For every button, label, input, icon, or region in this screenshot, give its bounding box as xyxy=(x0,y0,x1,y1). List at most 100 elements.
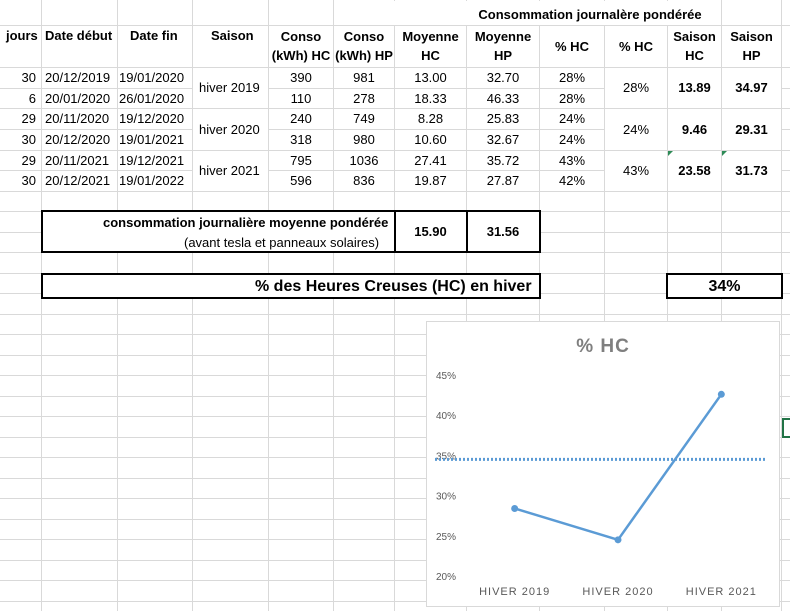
header-saison-hp-line1[interactable]: Saison xyxy=(730,29,773,44)
summary-hp-value: 31.56 xyxy=(486,224,520,239)
header-pct-hc[interactable]: % HC xyxy=(555,39,589,54)
cell-saison-hc[interactable]: 9.46 xyxy=(681,122,708,137)
cell-date-fin[interactable]: 19/12/2020 xyxy=(119,111,185,126)
cell-moyenne-hc[interactable]: 27.41 xyxy=(414,153,447,168)
cell-moyenne-hc[interactable]: 10.60 xyxy=(414,132,447,147)
cell-pct-hc[interactable]: 28% xyxy=(558,91,586,106)
cell-date-debut[interactable]: 20/12/2020 xyxy=(45,132,111,147)
cell-date-fin[interactable]: 19/12/2021 xyxy=(119,153,185,168)
header-conso-hc-line1[interactable]: Conso xyxy=(280,29,322,44)
chart-pct-hc[interactable]: % HC 20% 25% 30% 35% 40% 45% HIVER 2019 HIVER … xyxy=(426,321,780,607)
cell-saison-hp[interactable]: 29.31 xyxy=(735,122,768,137)
cell-pct-hc[interactable]: 24% xyxy=(558,132,586,147)
cell-jours[interactable]: 29 xyxy=(21,111,36,126)
cell-conso-hp[interactable]: 980 xyxy=(353,132,375,147)
cell-saison-hc[interactable]: 13.89 xyxy=(678,80,711,95)
cell-saison[interactable]: hiver 2021 xyxy=(199,163,260,178)
cell-jours[interactable]: 30 xyxy=(21,70,36,85)
cell-conso-hp[interactable]: 749 xyxy=(353,111,375,126)
cell-moyenne-hp[interactable]: 32.67 xyxy=(486,132,520,147)
summary-label: consommation journalière moyenne pondéré… xyxy=(103,215,389,230)
cell-saison[interactable]: hiver 2019 xyxy=(199,80,260,95)
data-point xyxy=(717,390,725,398)
x-tick-label: HIVER 2020 xyxy=(582,586,653,598)
cell-date-fin[interactable]: 26/01/2020 xyxy=(119,91,185,106)
header-moyenne-hc-line1[interactable]: Moyenne xyxy=(402,29,459,44)
cell-jours[interactable]: 30 xyxy=(21,132,36,147)
y-tick-label: 35% xyxy=(436,451,456,462)
cell-conso-hc[interactable]: 596 xyxy=(290,173,312,188)
header-moyenne-hc-line2: HC xyxy=(421,48,440,63)
summary-hp-box[interactable] xyxy=(466,210,541,253)
group-header[interactable]: Consommation journalère pondérée xyxy=(478,7,702,22)
cell-saison-hp[interactable]: 31.73 xyxy=(735,163,768,178)
header-conso-hc-line2: (kWh) HC xyxy=(271,48,331,63)
hc-winter-value-box[interactable] xyxy=(666,273,783,299)
cell-date-debut[interactable]: 20/11/2020 xyxy=(45,111,110,126)
series-line-pct-hc xyxy=(514,393,723,542)
header-saison-hc-line1[interactable]: Saison xyxy=(673,29,716,44)
cell-moyenne-hc[interactable]: 18.33 xyxy=(414,91,447,106)
cell-pct-hc-season[interactable]: 28% xyxy=(622,80,650,95)
cell-conso-hc[interactable]: 795 xyxy=(290,153,312,168)
cell-pct-hc[interactable]: 43% xyxy=(558,153,586,168)
data-point xyxy=(614,536,622,544)
chart-title: % HC xyxy=(576,336,630,357)
summary-label-box[interactable] xyxy=(41,210,396,253)
cell-conso-hp[interactable]: 981 xyxy=(353,70,375,85)
cell-saison[interactable]: hiver 2020 xyxy=(199,122,260,137)
y-tick-label: 45% xyxy=(436,371,456,382)
cell-moyenne-hp[interactable]: 25.83 xyxy=(486,111,520,126)
y-tick-label: 25% xyxy=(436,532,456,543)
y-tick-label: 30% xyxy=(436,492,456,503)
cell-moyenne-hc[interactable]: 19.87 xyxy=(414,173,447,188)
cell-conso-hc[interactable]: 110 xyxy=(290,91,312,106)
cell-date-debut[interactable]: 20/11/2021 xyxy=(45,153,110,168)
header-saison[interactable]: Saison xyxy=(211,28,254,43)
cell-date-fin[interactable]: 19/01/2022 xyxy=(119,173,185,188)
cell-conso-hp[interactable]: 1036 xyxy=(349,153,379,168)
cell-conso-hp[interactable]: 278 xyxy=(353,91,375,106)
cell-conso-hc[interactable]: 318 xyxy=(290,132,312,147)
cell-date-debut[interactable]: 20/01/2020 xyxy=(45,91,111,106)
summary-sublabel: (avant tesla et panneaux solaires) xyxy=(184,235,380,250)
cell-moyenne-hp[interactable]: 32.70 xyxy=(486,70,520,85)
cell-jours[interactable]: 6 xyxy=(28,91,36,106)
cell-saison-hp[interactable]: 34.97 xyxy=(735,80,768,95)
cell-pct-hc[interactable]: 42% xyxy=(558,173,586,188)
x-tick-label: HIVER 2021 xyxy=(686,586,757,598)
cell-moyenne-hc[interactable]: 13.00 xyxy=(414,70,447,85)
header-moyenne-hp-line2: HP xyxy=(493,48,513,63)
header-jours[interactable]: jours xyxy=(6,28,38,43)
summary-hc-value: 15.90 xyxy=(414,224,447,239)
chart-plot: % HC 20% 25% 30% 35% 40% 45% HIVER 2019 HIVER … xyxy=(435,336,767,598)
cell-moyenne-hc[interactable]: 8.28 xyxy=(417,111,444,126)
y-tick-label: 40% xyxy=(436,411,456,422)
cell-moyenne-hp[interactable]: 27.87 xyxy=(486,173,520,188)
header-date-debut[interactable]: Date début xyxy=(45,28,113,43)
header-conso-hp-line2: (kWh) HP xyxy=(335,48,393,63)
cell-pct-hc[interactable]: 28% xyxy=(558,70,586,85)
summary-hc-box[interactable] xyxy=(394,210,468,253)
cell-moyenne-hp[interactable]: 46.33 xyxy=(486,91,520,106)
selection-handle[interactable] xyxy=(782,418,790,438)
cell-conso-hc[interactable]: 390 xyxy=(290,70,312,85)
cell-pct-hc[interactable]: 24% xyxy=(558,111,586,126)
cell-date-debut[interactable]: 20/12/2019 xyxy=(45,70,111,85)
cell-date-debut[interactable]: 20/12/2021 xyxy=(45,173,111,188)
cell-conso-hc[interactable]: 240 xyxy=(290,111,312,126)
cell-pct-hc-season[interactable]: 24% xyxy=(622,122,650,137)
cell-jours[interactable]: 30 xyxy=(21,173,36,188)
cell-jours[interactable]: 29 xyxy=(21,153,36,168)
hc-winter-label-box[interactable] xyxy=(41,273,541,299)
header-pct-hc-season[interactable]: % HC xyxy=(619,39,653,54)
cell-date-fin[interactable]: 19/01/2021 xyxy=(119,132,185,147)
cell-pct-hc-season[interactable]: 43% xyxy=(622,163,650,178)
header-date-fin[interactable]: Date fin xyxy=(130,28,178,43)
cell-moyenne-hp[interactable]: 35.72 xyxy=(486,153,520,168)
header-moyenne-hp-line1[interactable]: Moyenne xyxy=(474,29,532,44)
header-conso-hp-line1[interactable]: Conso xyxy=(343,29,385,44)
cell-date-fin[interactable]: 19/01/2020 xyxy=(119,70,185,85)
cell-saison-hc[interactable]: 23.58 xyxy=(678,163,711,178)
cell-conso-hp[interactable]: 836 xyxy=(353,173,375,188)
